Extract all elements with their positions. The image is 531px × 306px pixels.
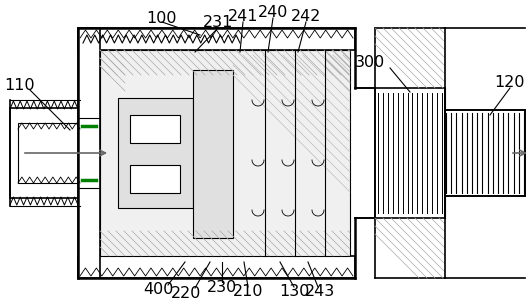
Text: 300: 300 <box>355 54 385 69</box>
Text: 100: 100 <box>147 10 177 25</box>
Bar <box>118 98 193 208</box>
Text: 230: 230 <box>207 279 237 294</box>
Text: 400: 400 <box>143 282 173 297</box>
Bar <box>130 115 180 143</box>
Text: 130: 130 <box>279 285 309 300</box>
Bar <box>130 165 180 193</box>
Text: 110: 110 <box>5 77 36 92</box>
Bar <box>78 28 100 278</box>
Bar <box>78 256 355 278</box>
Text: 240: 240 <box>258 5 288 20</box>
Bar <box>100 50 350 256</box>
Bar <box>193 70 233 238</box>
Text: 242: 242 <box>291 9 321 24</box>
Text: 220: 220 <box>171 285 201 300</box>
Text: 243: 243 <box>305 285 335 300</box>
Text: 231: 231 <box>203 14 233 29</box>
Text: 210: 210 <box>233 285 263 300</box>
Bar <box>375 88 445 218</box>
Text: 120: 120 <box>495 74 525 89</box>
Bar <box>78 28 355 50</box>
Bar <box>18 123 80 183</box>
Bar <box>445 110 525 196</box>
Bar <box>10 108 80 198</box>
Text: 241: 241 <box>228 9 258 24</box>
